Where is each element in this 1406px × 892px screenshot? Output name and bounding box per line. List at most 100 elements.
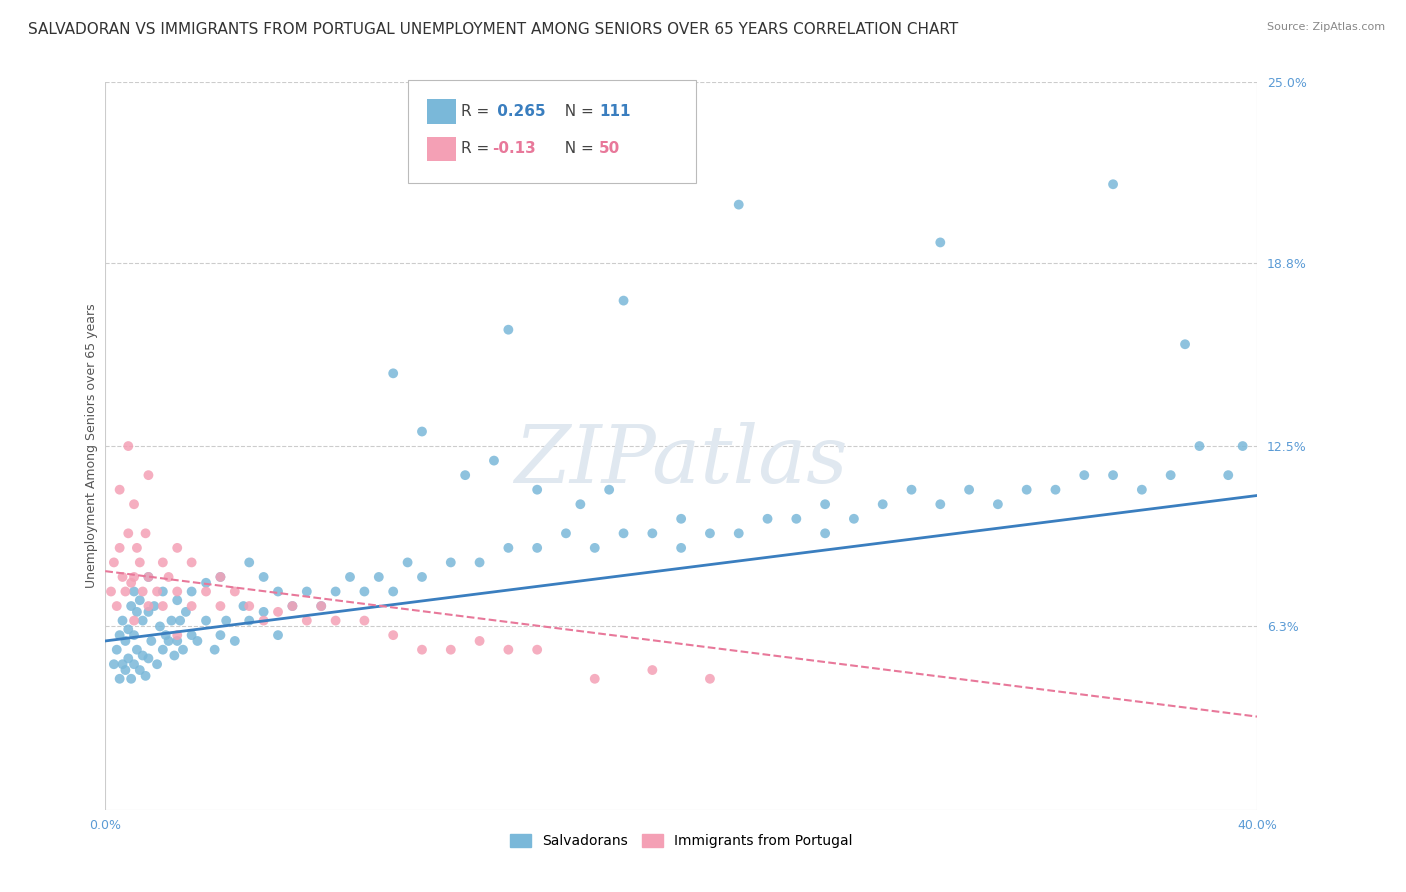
Point xyxy=(135,669,157,683)
Point xyxy=(125,605,148,619)
Point xyxy=(138,605,160,619)
Point xyxy=(108,672,131,686)
Point xyxy=(1102,178,1125,192)
Point xyxy=(281,599,304,613)
Point xyxy=(1045,483,1067,497)
Point xyxy=(598,483,620,497)
Point xyxy=(411,642,433,657)
Point xyxy=(252,614,274,628)
Point xyxy=(238,599,260,613)
Point xyxy=(295,614,318,628)
Point xyxy=(195,575,218,590)
Point xyxy=(152,556,174,570)
Point xyxy=(152,642,174,657)
Point xyxy=(166,593,188,607)
Point xyxy=(117,651,139,665)
Point xyxy=(209,599,232,613)
Point xyxy=(1188,439,1211,453)
Point xyxy=(252,570,274,584)
Point xyxy=(103,657,125,672)
Point xyxy=(526,642,548,657)
Point xyxy=(232,599,254,613)
Text: Source: ZipAtlas.com: Source: ZipAtlas.com xyxy=(1267,22,1385,32)
Point xyxy=(195,614,218,628)
Point xyxy=(163,648,186,663)
Point xyxy=(111,570,134,584)
Point xyxy=(1015,483,1038,497)
Point xyxy=(215,614,238,628)
Point xyxy=(166,584,188,599)
Point xyxy=(641,526,664,541)
Point xyxy=(122,657,145,672)
Point xyxy=(872,497,894,511)
Point xyxy=(252,605,274,619)
Point xyxy=(224,584,246,599)
Point xyxy=(114,663,136,677)
Point xyxy=(583,541,606,555)
Point xyxy=(120,672,142,686)
Point xyxy=(135,526,157,541)
Point xyxy=(699,672,721,686)
Point xyxy=(411,425,433,439)
Point xyxy=(146,657,169,672)
Point xyxy=(555,526,578,541)
Point xyxy=(339,570,361,584)
Point xyxy=(111,657,134,672)
Text: N =: N = xyxy=(555,142,599,156)
Point xyxy=(157,570,180,584)
Point xyxy=(1218,468,1240,483)
Point xyxy=(111,614,134,628)
Point xyxy=(468,634,491,648)
Point xyxy=(131,648,153,663)
Point xyxy=(440,556,463,570)
Point xyxy=(180,584,202,599)
Point xyxy=(411,570,433,584)
Point xyxy=(146,584,169,599)
Point xyxy=(105,642,128,657)
Point xyxy=(498,541,520,555)
Point xyxy=(138,651,160,665)
Point xyxy=(396,556,419,570)
Text: 111: 111 xyxy=(599,104,630,119)
Point xyxy=(117,623,139,637)
Point xyxy=(166,634,188,648)
Point xyxy=(238,556,260,570)
Point xyxy=(987,497,1010,511)
Point xyxy=(105,599,128,613)
Point xyxy=(131,614,153,628)
Point xyxy=(699,526,721,541)
Point xyxy=(138,570,160,584)
Point xyxy=(180,628,202,642)
Point xyxy=(155,628,177,642)
Point xyxy=(122,497,145,511)
Point xyxy=(125,541,148,555)
Text: 50: 50 xyxy=(599,142,620,156)
Point xyxy=(209,570,232,584)
Point xyxy=(141,634,163,648)
Point xyxy=(727,197,749,211)
Point xyxy=(204,642,226,657)
Point xyxy=(756,512,779,526)
Point xyxy=(122,584,145,599)
Point xyxy=(267,605,290,619)
Point xyxy=(120,599,142,613)
Point xyxy=(612,293,634,308)
Point xyxy=(209,570,232,584)
Point xyxy=(122,628,145,642)
Point xyxy=(128,663,150,677)
Point xyxy=(267,584,290,599)
Point xyxy=(174,605,197,619)
Point xyxy=(209,628,232,642)
Point xyxy=(157,634,180,648)
Point xyxy=(180,599,202,613)
Point xyxy=(382,367,405,381)
Point xyxy=(128,593,150,607)
Point xyxy=(583,672,606,686)
Point xyxy=(295,584,318,599)
Point xyxy=(526,483,548,497)
Point xyxy=(669,512,692,526)
Legend: Salvadorans, Immigrants from Portugal: Salvadorans, Immigrants from Portugal xyxy=(505,829,858,854)
Point xyxy=(814,526,837,541)
Point xyxy=(482,453,505,467)
Point xyxy=(180,556,202,570)
